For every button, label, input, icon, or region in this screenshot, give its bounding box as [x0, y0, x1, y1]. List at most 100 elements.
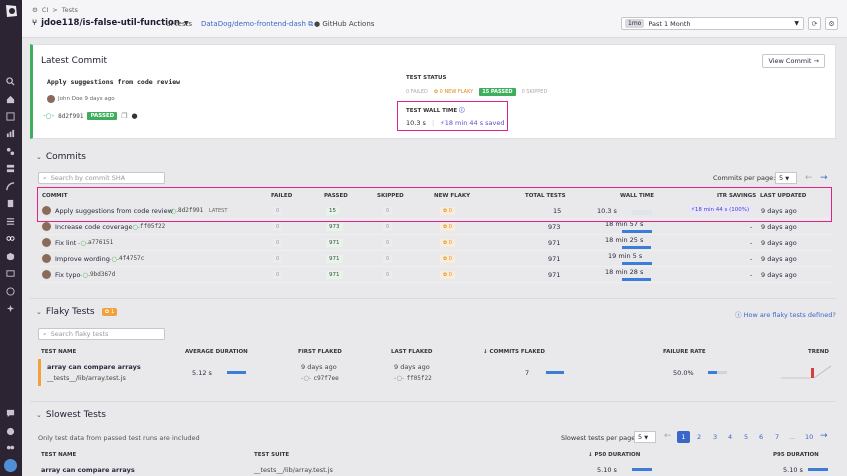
wall-time: 18 min 57 s — [605, 220, 644, 228]
home-icon[interactable] — [4, 93, 17, 106]
page-6-button[interactable]: 6 — [759, 433, 764, 441]
commit-icon: -○- — [80, 271, 91, 279]
last-updated: 9 days ago — [761, 239, 797, 247]
next-page-arrow-icon[interactable]: → — [820, 173, 828, 183]
github-icon: ● — [314, 20, 321, 28]
dashboards-icon[interactable] — [4, 127, 17, 140]
github-icon[interactable]: ● — [131, 112, 138, 120]
info-icon[interactable]: ⓘ — [459, 108, 465, 114]
left-nav — [0, 0, 22, 476]
first-flaked-sha[interactable]: -○- c97f7ee — [301, 374, 339, 382]
help-icon[interactable] — [4, 425, 17, 438]
page-2-button[interactable]: 2 — [697, 433, 702, 441]
time-saved: ⚡18 min 44 s saved — [440, 119, 505, 127]
page-4-button[interactable]: 4 — [728, 433, 733, 441]
security-icon[interactable] — [4, 250, 17, 263]
col-commit: COMMIT — [42, 193, 68, 199]
failed-count: 0 — [273, 207, 283, 215]
commit-sha[interactable]: 8d2f991 — [58, 112, 84, 120]
watchdog-icon[interactable] — [4, 302, 17, 315]
user-avatar[interactable] — [4, 459, 17, 472]
refresh-button[interactable]: ⟳ — [808, 17, 821, 30]
last-flaked-sha[interactable]: -○- ff05f22 — [394, 374, 432, 382]
itr-savings: - — [750, 255, 753, 263]
page-10-button[interactable]: 10 — [805, 433, 814, 441]
commit-message: Increase code coverage — [55, 223, 133, 231]
slowest-header[interactable]: ⌄ Slowest Tests — [36, 410, 106, 420]
repository-link[interactable]: DataDog/demo-frontend-dash ⧉ — [201, 20, 314, 28]
commit-sha[interactable]: 9bd367d — [90, 271, 116, 278]
commit-search-input[interactable]: ⌕ Search by commit SHA — [38, 172, 165, 184]
settings-button[interactable]: ⚙ — [825, 17, 838, 30]
commits-per-page-select[interactable]: 5 ▼ — [775, 172, 797, 184]
prev-page-arrow-icon[interactable]: ← — [805, 173, 813, 183]
commits-header[interactable]: ⌄ Commits — [36, 152, 86, 162]
synthetics-icon[interactable] — [4, 285, 17, 298]
header-bar: ⚙ CI > Tests ⑂ jdoe118/is-false-util-fun… — [22, 0, 847, 38]
help-icon: ⓘ — [735, 311, 742, 319]
slowest-test-row[interactable]: array can compare arrays __tests__/lib/a… — [38, 462, 833, 476]
integrations-icon[interactable] — [4, 145, 17, 158]
time-range-selector[interactable]: 1mo Past 1 Month ▼ — [621, 17, 804, 30]
passed-count: 971 — [326, 255, 343, 263]
team-icon[interactable] — [4, 442, 17, 455]
infrastructure-icon[interactable] — [4, 162, 17, 175]
datadog-logo-icon[interactable] — [3, 3, 19, 19]
failed-count: 0 FAILED — [406, 89, 428, 95]
monitors-icon[interactable] — [4, 110, 17, 123]
search-icon[interactable] — [4, 75, 17, 88]
external-link-icon: ⧉ — [308, 20, 314, 28]
copy-icon[interactable]: ❐ — [121, 112, 128, 120]
col-test-name: TEST NAME — [41, 349, 77, 355]
flaky-test-row[interactable]: array can compare arrays __tests__/lib/a… — [38, 359, 833, 386]
page-7-button[interactable]: 7 — [775, 433, 780, 441]
page-1-button[interactable]: 1 — [677, 431, 690, 443]
breadcrumb-ci[interactable]: CI — [41, 6, 49, 14]
commits-table-header: COMMIT FAILED PASSED SKIPPED NEW FLAKY T… — [38, 188, 833, 202]
col-failed: FAILED — [271, 193, 293, 199]
failed-count: 0 — [273, 255, 283, 263]
commit-sha[interactable]: a776151 — [88, 239, 114, 246]
wall-time: 18 min 28 s — [605, 268, 644, 276]
col-avg-duration: AVERAGE DURATION — [185, 349, 248, 355]
commit-row[interactable]: Fix lint -○- a776151 0 971 0 ✿ 0 971 18 … — [38, 235, 833, 251]
ci-icon: ⚙ — [32, 6, 38, 14]
commit-row[interactable]: Fix typo -○- 9bd367d 0 971 0 ✿ 0 971 18 … — [38, 267, 833, 283]
rum-icon[interactable] — [4, 267, 17, 280]
col-last-flaked: LAST FLAKED — [391, 349, 433, 355]
test-suite: __tests__/lib/array.test.js — [254, 466, 333, 474]
commit-row[interactable]: Apply suggestions from code review -○- 8… — [38, 203, 833, 219]
slowest-note: Only test data from passed test runs are… — [38, 434, 200, 442]
commits-per-page-label: Commits per page: — [713, 174, 776, 182]
branch-selector[interactable]: ⑂ jdoe118/is-false-util-function ▼ — [32, 18, 189, 28]
page-3-button[interactable]: 3 — [713, 433, 718, 441]
breadcrumb-tests[interactable]: Tests — [61, 6, 78, 14]
branch-name: jdoe118/is-false-util-function — [41, 18, 180, 28]
first-flaked-when: 9 days ago — [301, 363, 337, 371]
failed-count: 0 — [273, 223, 283, 231]
logs-icon[interactable] — [4, 215, 17, 228]
commit-row[interactable]: Improve wording -○- 4f4757c 0 971 0 ✿ 0 … — [38, 251, 833, 267]
notebooks-icon[interactable] — [4, 197, 17, 210]
view-commit-button[interactable]: View Commit → — [762, 54, 825, 68]
apm-icon[interactable] — [4, 180, 17, 193]
next-page-arrow-icon[interactable]: → — [820, 431, 828, 441]
commit-sha[interactable]: 4f4757c — [119, 255, 145, 262]
commit-sha[interactable]: 8d2f991 — [178, 207, 204, 214]
flaky-help-link[interactable]: ⓘ How are flaky tests defined? — [735, 311, 836, 319]
divider — [30, 298, 836, 299]
flaky-header[interactable]: ⌄ Flaky Tests ✿ 1 — [36, 307, 118, 317]
flaky-search-input[interactable]: ⌕ Search flaky tests — [38, 328, 165, 340]
skipped-count: 0 — [383, 255, 393, 263]
ci-visibility-icon[interactable] — [4, 232, 17, 245]
chat-icon[interactable] — [4, 407, 17, 420]
commit-row[interactable]: Increase code coverage -○- ff05f22 0 973… — [38, 219, 833, 235]
prev-page-arrow-icon[interactable]: ← — [664, 431, 672, 441]
commit-sha[interactable]: ff05f22 — [140, 223, 166, 230]
main-content: ⚙ CI > Tests ⑂ jdoe118/is-false-util-fun… — [22, 0, 847, 476]
ci-provider[interactable]: ● GitHub Actions — [314, 20, 375, 28]
slowest-per-page-select[interactable]: 5 ▼ — [634, 431, 656, 443]
chevron-down-icon: ⌄ — [36, 153, 42, 161]
service-name[interactable]: ui-tests — [166, 20, 192, 28]
page-5-button[interactable]: 5 — [744, 433, 749, 441]
